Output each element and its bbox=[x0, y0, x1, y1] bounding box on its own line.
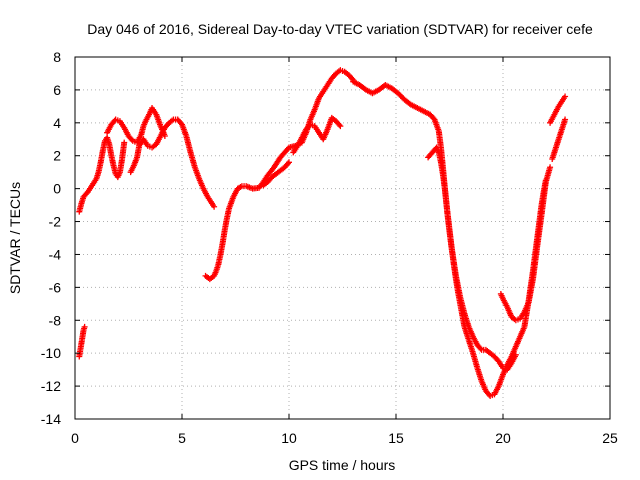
y-tick-label: 6 bbox=[53, 82, 61, 98]
x-axis-label: GPS time / hours bbox=[289, 457, 396, 473]
data-point-series-4 bbox=[211, 203, 218, 210]
axis-ticks bbox=[74, 56, 611, 420]
chart-title: Day 046 of 2016, Sidereal Day-to-day VTE… bbox=[87, 21, 593, 37]
x-tick-labels: 0 5 10 15 20 25 bbox=[71, 430, 618, 446]
x-tick-label: 10 bbox=[281, 430, 297, 446]
x-tick-label: 0 bbox=[71, 430, 79, 446]
data-marks bbox=[76, 67, 569, 399]
y-tick-label: -8 bbox=[49, 312, 62, 328]
data-point-series-10 bbox=[547, 164, 554, 171]
y-tick-label: 4 bbox=[53, 115, 61, 131]
grid-lines bbox=[75, 57, 610, 419]
y-axis-label: SDTVAR / TECUs bbox=[7, 182, 23, 294]
x-tick-label: 20 bbox=[495, 430, 511, 446]
data-point-series-12 bbox=[562, 116, 569, 123]
data-point-series-1 bbox=[81, 323, 88, 330]
data-point-series-2 bbox=[121, 139, 128, 146]
data-point-series-11 bbox=[562, 93, 569, 100]
data-point-series-7 bbox=[337, 123, 344, 130]
data-point-series-7 bbox=[336, 121, 343, 128]
plot-frame bbox=[74, 56, 611, 420]
y-tick-labels: -14 -12 -10 -8 -6 -4 -2 0 2 4 6 8 bbox=[41, 49, 61, 427]
y-tick-label: 2 bbox=[53, 148, 61, 164]
y-tick-label: 8 bbox=[53, 49, 61, 65]
x-tick-label: 15 bbox=[388, 430, 404, 446]
y-tick-label: -14 bbox=[41, 411, 61, 427]
y-tick-label: -10 bbox=[41, 345, 61, 361]
y-tick-label: 0 bbox=[53, 181, 61, 197]
y-tick-label: -2 bbox=[49, 214, 62, 230]
x-tick-label: 5 bbox=[178, 430, 186, 446]
y-tick-label: -4 bbox=[49, 246, 62, 262]
data-point-series-9 bbox=[512, 351, 519, 358]
data-point-series-6 bbox=[284, 160, 291, 167]
data-point-series-6 bbox=[286, 159, 292, 166]
x-tick-label: 25 bbox=[602, 430, 618, 446]
y-tick-label: -12 bbox=[41, 378, 61, 394]
data-point-series-9 bbox=[477, 345, 484, 352]
data-point-series-5 bbox=[349, 75, 356, 82]
y-tick-label: -6 bbox=[49, 279, 62, 295]
data-point-series-3 bbox=[128, 136, 135, 143]
